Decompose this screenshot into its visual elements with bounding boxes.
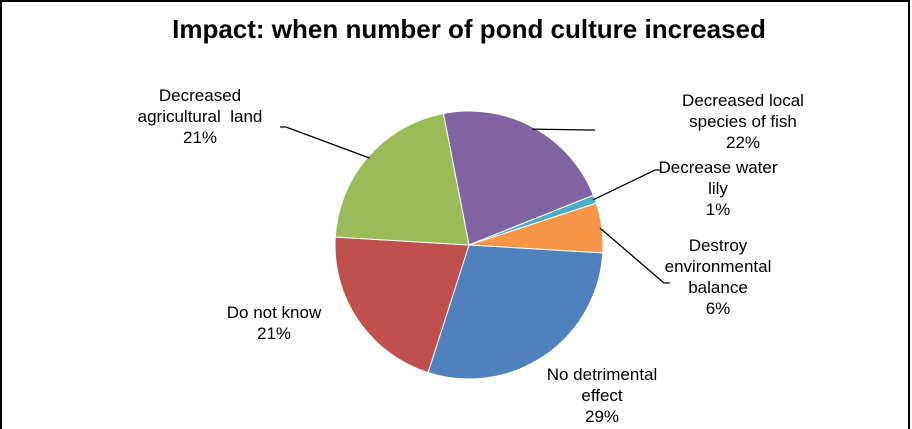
slice-labels: Decreased local species of fish 22%Decreas… <box>138 86 804 426</box>
chart-title: Impact: when number of pond culture incr… <box>172 14 766 44</box>
pie-slice-do-not-know <box>334 236 470 374</box>
slice-label-do-not-know: Do not know 21% <box>227 303 322 343</box>
leader-line-1 <box>592 169 661 201</box>
slice-label-decreased-local-species-of-fish: Decreased local species of fish 22% <box>682 91 804 152</box>
pie-slice-no-detrimental-effect <box>427 244 604 380</box>
slice-label-decrease-water-lily: Decrease water lily 1% <box>658 158 777 219</box>
leader-lines <box>280 126 670 284</box>
slice-label-no-detrimental-effect: No detrimental effect 29% <box>547 365 658 426</box>
slice-label-decreased-agricultural-land: Decreased agricultural land 21% <box>138 86 263 147</box>
pie-slice-decreased-local-species-of-fish <box>442 110 595 246</box>
leader-line-0 <box>532 128 595 131</box>
leader-line-2 <box>599 227 670 284</box>
pie-slices <box>334 110 604 380</box>
slice-label-destroy-environmental-balance: Destroy environmental balance 6% <box>665 236 772 318</box>
leader-line-5 <box>280 126 370 159</box>
pie-slice-decreased-agricultural-land <box>334 112 470 246</box>
